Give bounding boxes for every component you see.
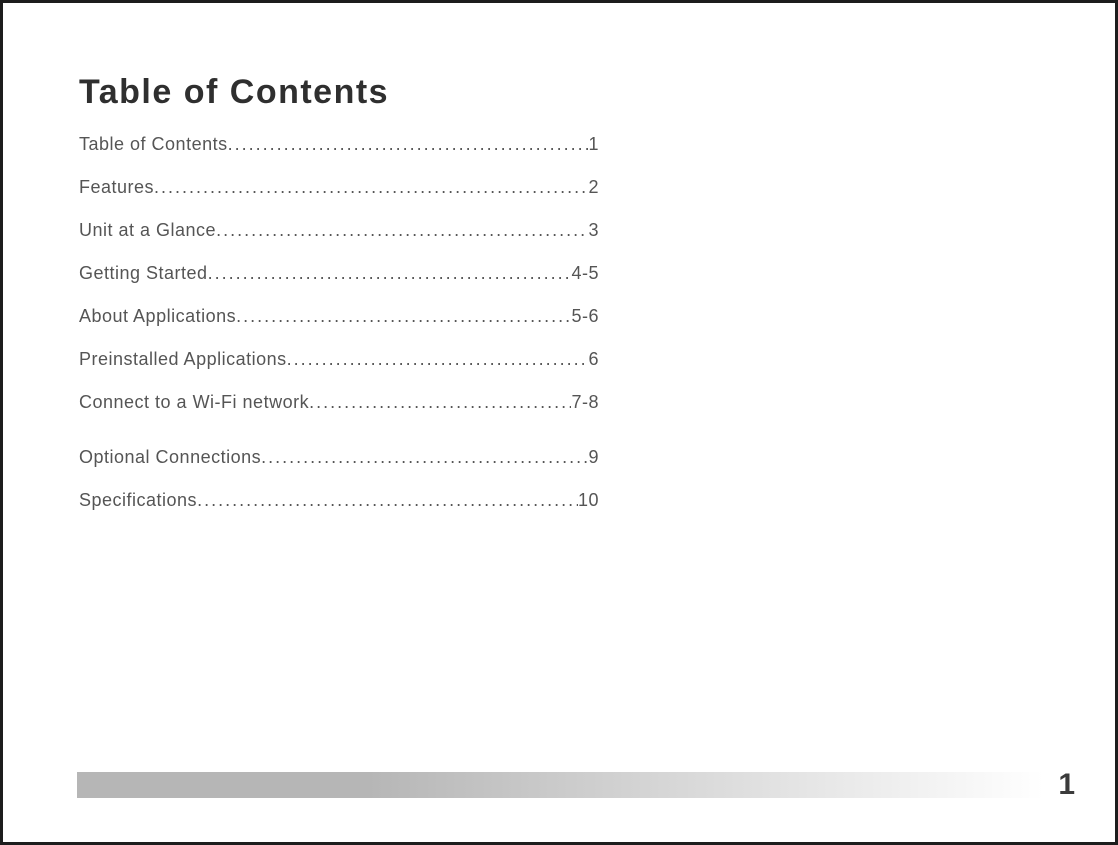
toc-row: About Applications 5-6: [79, 306, 599, 327]
toc-entry-page: 10: [578, 490, 599, 511]
table-of-contents: Table of Contents 1 Features 2 Unit at a Gla…: [79, 134, 599, 511]
toc-entry-page: 4-5: [571, 263, 599, 284]
toc-entry-page: 7-8: [571, 392, 599, 413]
toc-leader-dots: [208, 263, 572, 284]
toc-row: Specifications 10: [79, 490, 599, 511]
toc-leader-dots: [309, 392, 571, 413]
toc-entry-label: Specifications: [79, 490, 197, 511]
toc-row: Features 2: [79, 177, 599, 198]
toc-row: Preinstalled Applications 6: [79, 349, 599, 370]
toc-row: Connect to a Wi-Fi network 7-8: [79, 392, 599, 413]
toc-entry-page: 6: [588, 349, 599, 370]
toc-leader-dots: [154, 177, 588, 198]
footer-bar: 1: [77, 772, 1075, 798]
toc-entry-label: Getting Started: [79, 263, 208, 284]
toc-leader-dots: [261, 447, 588, 468]
toc-entry-page: 9: [588, 447, 599, 468]
toc-entry-page: 2: [588, 177, 599, 198]
toc-entry-label: Features: [79, 177, 154, 198]
footer-gradient: [77, 772, 1044, 798]
page-number: 1: [1044, 768, 1075, 802]
toc-entry-label: About Applications: [79, 306, 236, 327]
document-page: Table of Contents Table of Contents 1 Feat…: [0, 0, 1118, 845]
toc-row: Table of Contents 1: [79, 134, 599, 155]
toc-leader-dots: [236, 306, 571, 327]
toc-entry-page: 1: [588, 134, 599, 155]
toc-entry-label: Optional Connections: [79, 447, 261, 468]
toc-entry-label: Connect to a Wi-Fi network: [79, 392, 309, 413]
toc-leader-dots: [287, 349, 589, 370]
toc-leader-dots: [197, 490, 578, 511]
toc-row: Getting Started 4-5: [79, 263, 599, 284]
toc-leader-dots: [216, 220, 588, 241]
toc-row: Optional Connections 9: [79, 447, 599, 468]
toc-entry-label: Preinstalled Applications: [79, 349, 287, 370]
toc-leader-dots: [228, 134, 589, 155]
toc-entry-page: 3: [588, 220, 599, 241]
toc-row: Unit at a Glance 3: [79, 220, 599, 241]
page-title: Table of Contents: [79, 73, 1045, 112]
toc-entry-label: Table of Contents: [79, 134, 228, 155]
toc-entry-label: Unit at a Glance: [79, 220, 216, 241]
toc-entry-page: 5-6: [571, 306, 599, 327]
